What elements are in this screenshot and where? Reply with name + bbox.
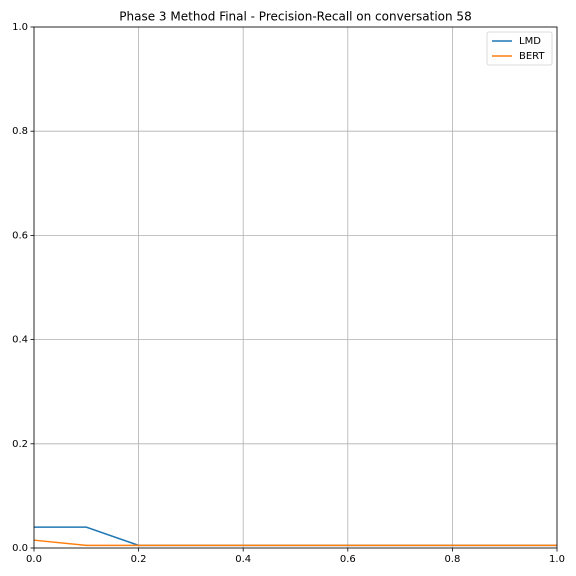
y-tick-label: 0.4: [12, 335, 28, 346]
line-series: [33, 539, 557, 547]
x-tick-label: 0.6: [340, 554, 356, 565]
x-tick-label: 0.0: [26, 554, 42, 565]
x-tick-label: 0.2: [131, 554, 147, 565]
plot-frame: [33, 26, 558, 549]
y-tick-label: 0.6: [12, 230, 28, 241]
x-tick-label: 0.4: [235, 554, 251, 565]
x-tick-label: 1.0: [549, 554, 565, 565]
y-tick-label: 0.0: [12, 543, 28, 554]
chart-title: Phase 3 Method Final - Precision-Recall …: [119, 10, 471, 24]
y-tick-label: 0.8: [12, 126, 28, 137]
legend-label: BERT: [519, 51, 545, 62]
y-tick-label: 1.0: [12, 22, 28, 33]
y-tick-label: 0.2: [12, 439, 28, 450]
x-tick-label: 0.8: [444, 554, 460, 565]
legend-label: LMD: [519, 36, 541, 47]
